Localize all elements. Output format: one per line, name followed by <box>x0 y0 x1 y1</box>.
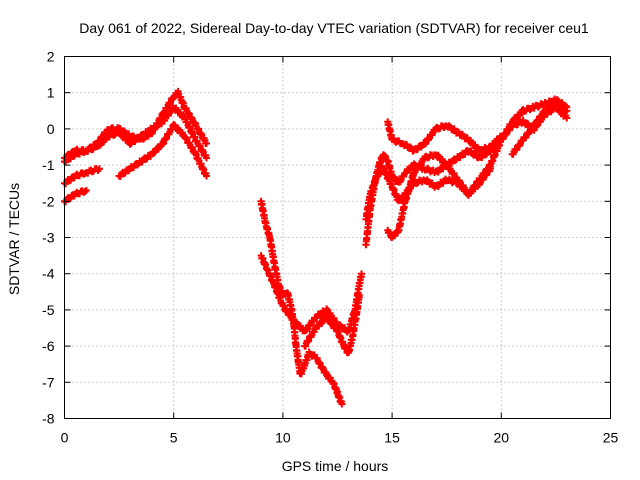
series-track-5 <box>115 121 210 180</box>
data-point-markers <box>384 118 505 155</box>
data-point-markers <box>257 197 346 408</box>
series-track-8 <box>301 291 363 357</box>
y-tick-label: -5 <box>42 302 55 318</box>
y-tick-label: 1 <box>47 85 55 101</box>
y-axis-label: SDTVAR / TECUs <box>6 183 22 295</box>
x-axis-label: GPS time / hours <box>282 458 389 474</box>
series-track-6 <box>257 197 346 408</box>
axis-ticks: 0 5 10 15 20 25 -8 -7 -6 -5 -4 -3 -2 -1 0 1 2 <box>42 49 618 446</box>
series-track-11 <box>384 118 505 155</box>
data-point-markers <box>384 151 494 241</box>
data-point-markers <box>61 165 103 188</box>
series-track-13 <box>508 99 571 158</box>
y-tick-label: -8 <box>42 411 55 427</box>
x-tick-label: 25 <box>603 430 619 446</box>
x-tick-label: 20 <box>494 430 510 446</box>
y-tick-label: -7 <box>42 374 55 390</box>
y-tick-label: -6 <box>42 338 55 354</box>
x-tick-label: 5 <box>170 430 178 446</box>
grid-lines <box>64 56 611 419</box>
data-point-markers <box>301 291 363 357</box>
x-tick-label: 15 <box>384 430 400 446</box>
y-tick-label: -3 <box>42 230 55 246</box>
x-tick-label: 10 <box>275 430 291 446</box>
series-track-3 <box>61 165 103 188</box>
data-point-markers <box>508 99 571 158</box>
series-track-4 <box>61 186 90 206</box>
data-series <box>61 87 571 408</box>
data-point-markers <box>61 186 90 206</box>
y-tick-label: 0 <box>47 121 55 137</box>
x-tick-label: 0 <box>61 430 69 446</box>
y-tick-label: -4 <box>42 266 55 282</box>
data-point-markers <box>115 121 210 180</box>
y-tick-label: 2 <box>47 49 55 65</box>
series-track-12 <box>384 151 494 241</box>
y-tick-label: -2 <box>42 193 55 209</box>
y-tick-label: -1 <box>42 157 55 173</box>
chart-title: Day 061 of 2022, Sidereal Day-to-day VTE… <box>79 20 589 36</box>
